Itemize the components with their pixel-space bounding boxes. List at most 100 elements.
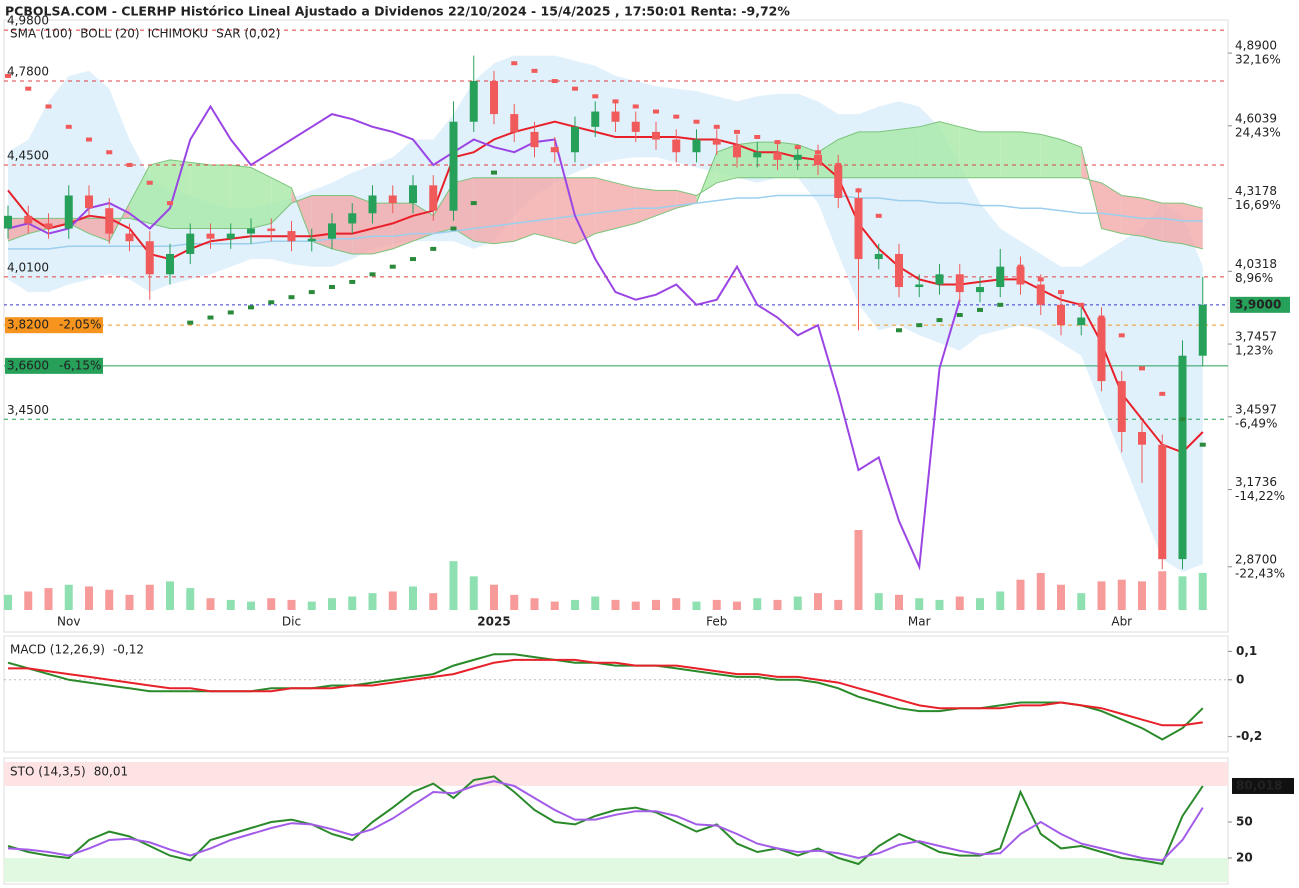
sar-dot (1199, 442, 1206, 447)
candle-body (996, 266, 1005, 288)
ichimoku-cloud (615, 182, 636, 229)
volume-bar (854, 530, 863, 610)
ichimoku-cloud (291, 187, 312, 242)
y-tick-change: -22,43% (1235, 566, 1285, 580)
x-tick-label: Abr (1111, 615, 1132, 629)
candle-body (1117, 381, 1126, 432)
level-label: 4,7800 (7, 65, 49, 79)
indicator-line (7, 775, 1204, 866)
sar-dot (470, 201, 477, 206)
candle-body (753, 152, 762, 158)
volume-bar (429, 593, 438, 610)
ichimoku-cloud (514, 177, 535, 242)
volume-bar (652, 599, 660, 610)
sar-dot (572, 86, 578, 91)
sar-dot (855, 188, 862, 193)
volume-bar (409, 586, 417, 610)
ichimoku-cloud (190, 162, 211, 229)
legend-entry: SMA (100) (10, 27, 72, 41)
y-tick-label: 0 (1236, 672, 1244, 686)
ichimoku-cloud (1142, 198, 1163, 242)
volume-bar (1036, 572, 1045, 610)
candle-body (1036, 284, 1045, 305)
candle-body (247, 228, 255, 234)
candle-body (773, 152, 782, 160)
ichimoku-cloud (716, 144, 737, 183)
ichimoku-cloud (1162, 203, 1183, 244)
ichimoku-cloud (1182, 203, 1203, 249)
sar-dot (187, 320, 194, 325)
sar-dot (551, 79, 558, 84)
sar-dot (1037, 277, 1044, 282)
ichimoku-cloud (959, 126, 980, 178)
ichimoku-cloud (878, 129, 899, 178)
ichimoku-cloud (899, 126, 920, 178)
candle-body (915, 284, 924, 288)
volume-bar (895, 594, 903, 610)
ichimoku-cloud (129, 164, 150, 224)
sar-dot (815, 150, 821, 155)
sar-dot (207, 315, 214, 320)
sar-dot (1118, 333, 1125, 338)
volume-bar (955, 596, 964, 610)
candle-body (348, 213, 357, 224)
volume-bar (64, 584, 73, 610)
ichimoku-cloud (230, 164, 251, 229)
sar-dot (288, 295, 295, 300)
ichimoku-cloud (1020, 131, 1041, 178)
legend-entry: BOLL (20) (80, 27, 139, 41)
x-tick-label: Mar (908, 615, 931, 629)
volume-bar (510, 594, 519, 610)
ichimoku-cloud (392, 203, 413, 249)
volume-bar (1158, 571, 1167, 610)
volume-bar (672, 598, 681, 610)
candle-body (1016, 266, 1025, 285)
volume-bar (469, 576, 478, 610)
candle-body (44, 223, 53, 229)
sar-dot (106, 150, 113, 155)
volume-bar (206, 598, 215, 610)
ichimoku-cloud (838, 131, 859, 178)
ichimoku-cloud (635, 187, 656, 224)
chart-title: PCBOLSA.COM - CLERHP Histórico Lineal Aj… (5, 4, 790, 19)
ichimoku-cloud (656, 190, 677, 216)
sar-dot (86, 137, 92, 142)
candle-body (4, 215, 12, 229)
ichimoku-cloud (28, 218, 49, 234)
sar-dot (673, 114, 680, 119)
x-tick-label: Nov (57, 615, 80, 629)
ichimoku-cloud (1040, 134, 1061, 178)
sar-dot (936, 318, 943, 323)
volume-bar (307, 601, 316, 610)
volume-bar (550, 601, 559, 610)
overbought-zone (4, 762, 1228, 786)
candle-body (490, 81, 498, 115)
volume-bar (1077, 593, 1086, 610)
volume-bar (692, 601, 701, 610)
ichimoku-cloud (48, 218, 69, 229)
volume-bar (793, 596, 802, 610)
candle-body (328, 223, 336, 239)
volume-bar (631, 601, 640, 610)
volume-bar (44, 588, 53, 610)
volume-bar (186, 588, 195, 610)
candle-body (125, 233, 134, 242)
sto-panel (3, 757, 1229, 885)
candle-body (874, 253, 883, 260)
x-tick-label: 2025 (477, 615, 510, 629)
volume-bar (267, 598, 276, 610)
ichimoku-cloud (554, 177, 575, 244)
ichimoku-cloud (271, 177, 292, 224)
ichimoku-cloud (980, 131, 1001, 178)
volume-bar (490, 584, 498, 610)
ichimoku-cloud (453, 177, 474, 242)
sar-dot (612, 99, 619, 104)
ichimoku-cloud (433, 182, 454, 234)
volume-bar (226, 599, 235, 610)
candle-body (388, 195, 397, 204)
volume-bar (145, 584, 154, 610)
volume-bar (1016, 579, 1025, 610)
y-tick-label: 3,4597 (1235, 402, 1277, 416)
ichimoku-cloud (919, 121, 940, 178)
x-tick-label: Feb (706, 615, 727, 629)
